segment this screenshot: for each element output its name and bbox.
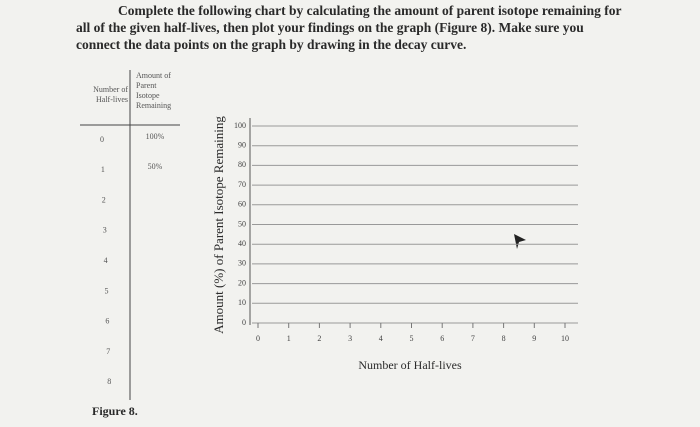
x-tick-label: 6 <box>440 334 444 343</box>
y-tick-label: 70 <box>238 180 246 189</box>
half-life: 2 <box>102 195 106 204</box>
half-life: 8 <box>107 377 111 386</box>
half-life: 0 <box>100 135 104 144</box>
table-header: Number of <box>93 85 128 94</box>
instruction-line: Complete the following chart by calculat… <box>118 3 621 18</box>
y-tick-label: 0 <box>242 318 246 327</box>
x-tick-label: 2 <box>317 334 321 343</box>
amount: 50% <box>148 162 163 171</box>
x-tick-label: 0 <box>256 334 260 343</box>
x-tick-label: 10 <box>561 334 569 343</box>
x-tick-label: 9 <box>532 334 536 343</box>
y-tick-label: 30 <box>238 259 246 268</box>
x-tick-label: 4 <box>379 334 383 343</box>
x-tick-label: 5 <box>410 334 414 343</box>
table-header: Remaining <box>136 101 171 110</box>
table-header: Half-lives <box>96 95 128 104</box>
cursor <box>514 234 526 249</box>
x-tick-label: 1 <box>287 334 291 343</box>
amount: 100% <box>146 132 165 141</box>
y-tick-label: 80 <box>238 160 246 169</box>
half-life: 6 <box>105 317 109 326</box>
instruction-line: all of the given half-lives, then plot y… <box>76 20 584 35</box>
table-header: Isotope <box>136 91 160 100</box>
table-header: Parent <box>136 81 157 90</box>
y-tick-label: 90 <box>238 141 246 150</box>
y-tick-label: 60 <box>238 200 246 209</box>
half-life: 4 <box>104 256 108 265</box>
x-tick-label: 3 <box>348 334 352 343</box>
x-tick-label: 8 <box>502 334 506 343</box>
y-axis-label: Amount (%) of Parent Isotope Remaining <box>211 116 226 334</box>
y-tick-label: 20 <box>238 278 246 287</box>
y-tick-label: 10 <box>238 298 246 307</box>
y-tick-label: 40 <box>238 239 246 248</box>
instruction-line: connect the data points on the graph by … <box>76 37 466 52</box>
figure-label: Figure 8. <box>92 404 138 418</box>
half-life: 5 <box>105 286 109 295</box>
x-axis-label: Number of Half-lives <box>358 358 462 372</box>
half-life: 3 <box>103 226 107 235</box>
y-tick-label: 100 <box>234 121 246 130</box>
half-life: 7 <box>106 347 110 356</box>
y-tick-label: 50 <box>238 219 246 228</box>
half-life: 1 <box>101 165 105 174</box>
x-tick-label: 7 <box>471 334 475 343</box>
table-header: Amount of <box>136 71 171 80</box>
